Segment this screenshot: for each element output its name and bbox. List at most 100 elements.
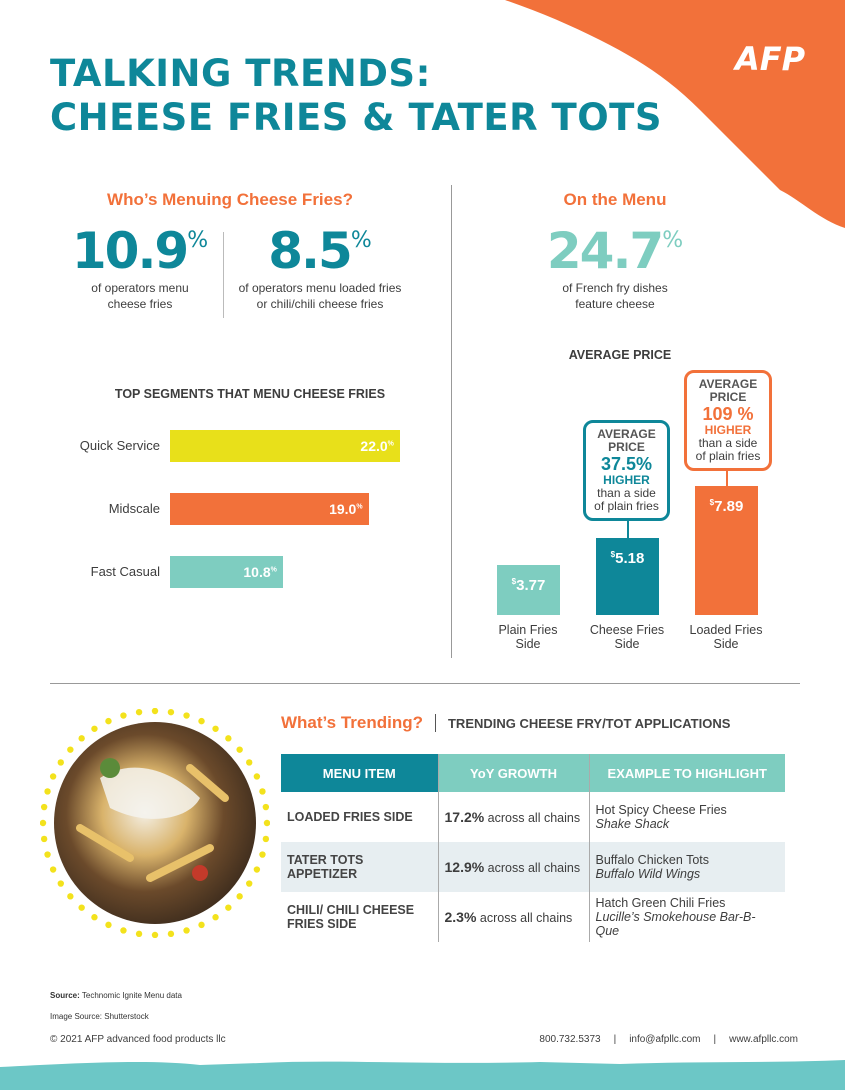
ring-dot: [253, 866, 261, 873]
label-line: Cheese Fries: [589, 623, 665, 637]
growth-note: across all chains: [484, 861, 581, 875]
trending-table: MENU ITEM YoY GROWTH EXAMPLE TO HIGHLIGH…: [281, 754, 785, 942]
callout-text: AVERAGE: [597, 427, 656, 441]
ring-dot: [246, 880, 253, 887]
ring-dot: [259, 851, 266, 858]
value-unit: %: [387, 440, 394, 448]
example-dish: Hatch Green Chili Fries: [595, 896, 726, 910]
stat-unit: %: [187, 228, 209, 253]
example-chain: Buffalo Wild Wings: [595, 867, 701, 881]
segment-value: 19.0%: [329, 501, 362, 517]
ring-dot: [262, 803, 270, 811]
value-unit: %: [270, 566, 277, 574]
title-line-2: CHEESE FRIES & TATER TOTS: [50, 96, 663, 139]
ring-dot: [236, 746, 243, 753]
afp-logo: AFP: [735, 40, 825, 90]
title-line-1: TALKING TRENDS:: [50, 52, 431, 95]
segment-value: 22.0%: [360, 438, 393, 454]
price-chart-title: AVERAGE PRICE: [568, 348, 672, 362]
callout-stem: [627, 510, 629, 538]
callout-percent: 37.5%: [600, 454, 653, 474]
price-category-label: Loaded Fries Side: [676, 623, 776, 651]
callout-higher: HIGHER: [603, 473, 650, 487]
website-link[interactable]: www.afpllc.com: [729, 1034, 798, 1045]
price-callout: AVERAGE PRICE 37.5% HIGHER than a side of pla…: [583, 420, 670, 521]
price-bar: $3.77: [497, 564, 560, 615]
image-source-note: Image Source: Shutterstock: [50, 1012, 149, 1021]
stat-10-9: 10.9% of operators menu cheese fries: [60, 222, 220, 312]
ring-dot: [198, 921, 205, 929]
ring-dot: [91, 914, 98, 921]
value-text: 5.18: [615, 549, 645, 567]
ring-dot: [183, 927, 190, 934]
price-category-label: Cheese Fries Side: [577, 623, 677, 651]
yellow-dot-ring: [40, 708, 270, 938]
segment-bar: 10.8%: [170, 556, 283, 588]
price-bar: $7.89: [695, 485, 758, 615]
separator: |: [613, 1034, 617, 1045]
ring-dot: [78, 904, 85, 911]
label-line: Plain Fries: [498, 623, 558, 637]
callout-text: of plain fries: [594, 499, 659, 513]
example-chain: Shake Shack: [595, 817, 670, 831]
stat-caption: of operators menu: [91, 281, 189, 295]
ring-dot: [49, 773, 57, 780]
ring-dot: [259, 788, 266, 795]
ring-dot: [44, 788, 51, 795]
stat-caption: of French fry dishes: [562, 281, 668, 295]
price-bar: $5.18: [596, 537, 659, 615]
ring-dot: [151, 708, 159, 715]
ring-dot: [105, 717, 112, 725]
contact-info: 800.732.5373 | info@afpllc.com | www.afpll…: [539, 1034, 798, 1045]
callout-stem: [726, 460, 728, 486]
menu-item-cell: TATER TOTS APPETIZER: [287, 853, 364, 881]
source-note: Source: Technomic Ignite Menu data: [50, 991, 182, 1000]
ring-dot: [225, 904, 232, 911]
segments-chart-title: TOP SEGMENTS THAT MENU CHEESE FRIES: [114, 387, 386, 401]
ring-dot: [57, 880, 64, 887]
stat-24-7: 24.7% of French fry dishes feature cheese: [525, 222, 705, 312]
trending-heading: What’s Trending?: [281, 713, 423, 732]
logo-text: AFP: [735, 40, 806, 78]
copyright: © 2021 AFP advanced food products llc: [50, 1034, 226, 1045]
stat-value: 10.9: [71, 222, 189, 280]
ring-dot: [120, 712, 127, 719]
on-menu-heading: On the Menu: [563, 190, 667, 209]
ring-dot: [91, 725, 98, 732]
price-category-label: Plain Fries Side: [478, 623, 578, 651]
email-link[interactable]: info@afpllc.com: [629, 1034, 701, 1045]
ring-dot: [44, 851, 51, 858]
who-heading: Who’s Menuing Cheese Fries?: [107, 190, 353, 209]
example-dish: Buffalo Chicken Tots: [595, 853, 710, 867]
growth-cell: 12.9% across all chains: [437, 842, 589, 892]
price-value: $7.89: [695, 498, 758, 515]
heading-separator: [434, 714, 436, 732]
callout-text: than a side: [597, 486, 656, 500]
growth-cell: 17.2% across all chains: [437, 792, 589, 842]
source-label: Source:: [50, 991, 80, 1000]
orange-corner-decoration: [505, 0, 845, 228]
growth-note: across all chains: [476, 911, 573, 925]
label-line: Side: [614, 637, 640, 651]
growth-value: 12.9%: [444, 859, 485, 875]
ring-dot: [40, 803, 48, 811]
segment-label: Quick Service: [79, 438, 160, 453]
ring-dot: [135, 930, 143, 938]
phone[interactable]: 800.732.5373: [539, 1034, 601, 1045]
vertical-divider: [451, 185, 452, 658]
ring-dot: [263, 819, 270, 827]
example-cell: Buffalo Chicken Tots Buffalo Wild Wings: [588, 842, 785, 892]
cheese-fries-photo: [40, 708, 270, 938]
ring-dot: [183, 712, 190, 719]
ring-dot: [67, 746, 74, 753]
ring-dot: [262, 835, 270, 843]
callout-text: AVERAGE: [698, 377, 758, 391]
ring-dot: [167, 930, 175, 938]
table-row: CHILI/ CHILI CHEESE FRIES SIDE 2.3% acros…: [281, 892, 785, 942]
stat-divider: [223, 232, 224, 318]
example-dish: Hot Spicy Cheese Fries: [595, 803, 727, 817]
ring-dot: [67, 893, 74, 900]
ring-dot: [40, 835, 48, 843]
menu-item-cell: CHILI/ CHILI CHEESE FRIES SIDE: [287, 903, 415, 931]
growth-note: across all chains: [484, 811, 581, 825]
